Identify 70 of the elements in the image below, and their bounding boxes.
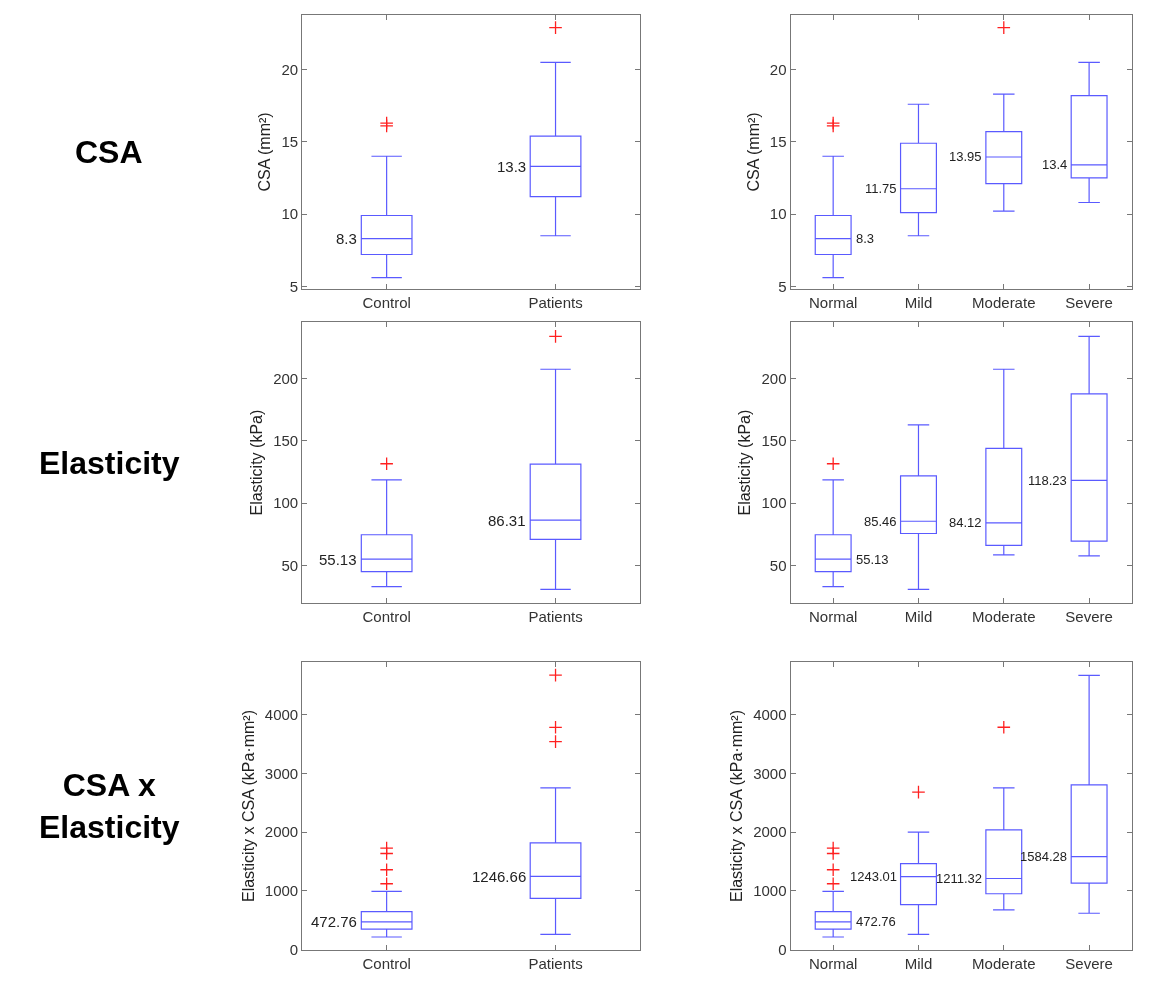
annotation: 13.3: [497, 158, 527, 175]
y-tick-label: 3000: [264, 764, 299, 782]
y-tick-label: 15: [769, 133, 787, 151]
y-tick-label: 15: [281, 133, 299, 151]
y-tick-label: 20: [769, 60, 787, 78]
x-tick-label: Moderate: [972, 294, 1036, 312]
annotation: 472.76: [856, 914, 896, 929]
annotation: 1243.01: [850, 869, 897, 884]
x-tick-label: Mild: [904, 294, 933, 312]
x-tick-label: Normal: [809, 954, 858, 972]
y-tick-label: 1000: [264, 882, 299, 900]
x-tick-label: Patients: [528, 294, 583, 312]
y-tick-label: 2000: [753, 823, 787, 841]
annotation: 86.31: [488, 512, 526, 529]
annotation: 55.13: [856, 552, 889, 567]
x-tick-label: Control: [362, 607, 411, 625]
x-tick-label: Control: [362, 294, 411, 312]
y-axis-title: Elasticity (kPa): [736, 409, 754, 516]
y-tick-label: 20: [281, 60, 299, 78]
y-tick-label: 200: [761, 369, 787, 387]
y-axis-title: Elasticity (kPa): [248, 409, 266, 516]
x-tick-label: Patients: [528, 954, 583, 972]
x-tick-label: Moderate: [972, 607, 1036, 625]
y-tick-label: 5: [289, 277, 299, 295]
annotation: 1246.66: [472, 868, 527, 885]
y-axis-title: CSA (mm²): [744, 112, 762, 192]
text: Elasticity: [39, 445, 180, 481]
x-tick-label: Mild: [904, 954, 933, 972]
x-tick-label: Normal: [809, 607, 858, 625]
x-tick-label: Severe: [1065, 954, 1113, 972]
x-tick-label: Moderate: [972, 954, 1036, 972]
annotation: 84.12: [949, 515, 982, 530]
annotation: 8.3: [856, 231, 875, 246]
y-tick-label: 4000: [753, 705, 787, 723]
y-tick-label: 100: [273, 494, 299, 512]
y-axis-title: CSA (mm²): [256, 112, 274, 192]
x-tick-label: Mild: [904, 607, 933, 625]
y-tick-label: 150: [761, 432, 787, 450]
x-tick-label: Patients: [528, 607, 583, 625]
y-tick-label: 2000: [264, 823, 299, 841]
annotation: 472.76: [311, 913, 357, 930]
text: CSA x Elasticity: [39, 767, 180, 845]
annotation: 13.95: [949, 149, 982, 164]
y-axis-title: Elasticity x CSA (kPa·mm²): [728, 710, 746, 903]
x-tick-label: Control: [362, 954, 411, 972]
y-tick-label: 3000: [753, 764, 787, 782]
annotation: 1211.32: [936, 871, 983, 886]
x-tick-label: Normal: [809, 294, 858, 312]
annotation: 8.3: [336, 230, 357, 247]
y-tick-label: 50: [769, 556, 787, 574]
y-tick-label: 5: [778, 277, 787, 295]
annotation: 118.23: [1028, 473, 1067, 488]
annotation: 85.46: [864, 514, 897, 529]
annotation: 55.13: [319, 551, 357, 568]
y-tick-label: 4000: [264, 705, 299, 723]
y-tick-label: 0: [778, 940, 787, 958]
text: CSA: [75, 134, 143, 170]
y-axis-title: Elasticity x CSA (kPa·mm²): [239, 710, 257, 903]
x-tick-label: Severe: [1065, 294, 1113, 312]
y-tick-label: 10: [769, 205, 787, 223]
annotation: 13.4: [1042, 157, 1068, 172]
y-tick-label: 100: [761, 494, 787, 512]
y-tick-label: 1000: [753, 882, 787, 900]
annotation: 11.75: [865, 181, 897, 196]
y-tick-label: 10: [281, 205, 299, 223]
x-tick-label: Severe: [1065, 607, 1113, 625]
y-tick-label: 150: [273, 432, 299, 450]
y-tick-label: 50: [281, 556, 299, 574]
y-tick-label: 0: [289, 940, 299, 958]
y-tick-label: 200: [273, 369, 299, 387]
